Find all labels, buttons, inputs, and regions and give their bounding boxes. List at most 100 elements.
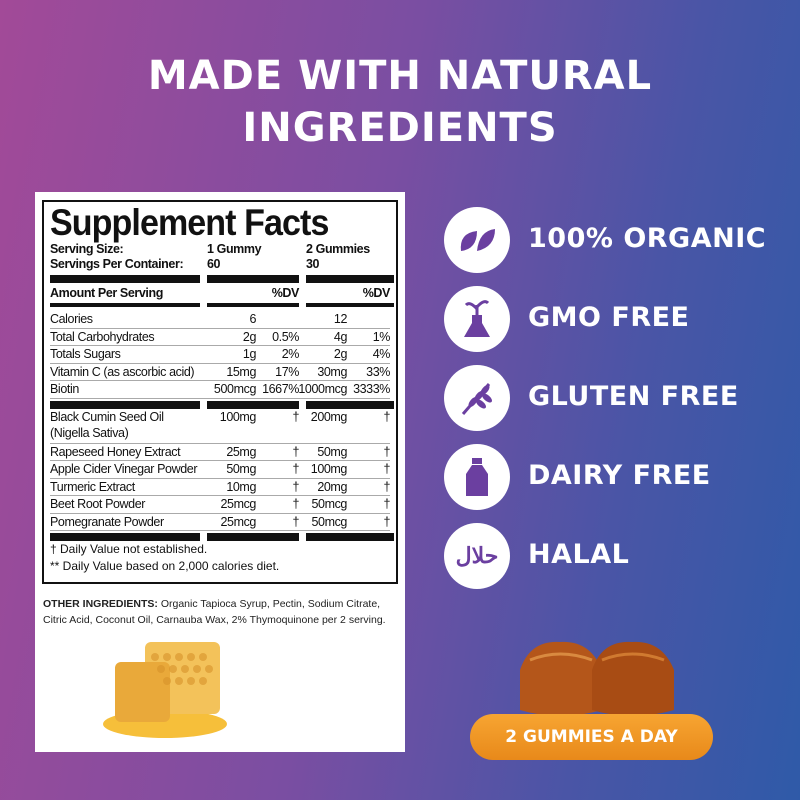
feature-label: DAIRY FREE [528, 460, 711, 491]
amount-1: 2g [242, 329, 257, 344]
ingredient-name: Beet Root Powder [50, 497, 146, 511]
amount-2: 200mg [310, 409, 348, 424]
dv-1: † [292, 409, 299, 424]
leaves-icon [444, 207, 510, 273]
amount-per-serving: Amount Per Serving [50, 286, 163, 300]
amount-2: 50mcg [311, 497, 347, 511]
milk-bottle-icon [444, 444, 510, 510]
nutrient-name: Total Carbohydrates [50, 329, 155, 344]
nutrient-name: Vitamin C (as ascorbic acid) [50, 364, 195, 379]
feature-label: GMO FREE [528, 302, 690, 333]
nutrient-name: Totals Sugars [50, 347, 121, 361]
ingredient-name: Pomegranate Powder [50, 514, 164, 529]
ingredient-subname: (Nigella Sativa) [50, 425, 129, 440]
halal-icon: حلال [444, 523, 510, 589]
nutrient-name: Calories [50, 312, 93, 326]
footnote-daily-value: ** Daily Value based on 2,000 calories d… [50, 559, 280, 573]
dv-2: 4% [372, 347, 391, 361]
wheat-icon [444, 365, 510, 431]
ingredient-name: Turmeric Extract [50, 479, 135, 494]
amount-2: 12 [333, 312, 348, 326]
dv-1: 17% [275, 364, 299, 379]
other-ingredients-label: OTHER INGREDIENTS: [43, 598, 158, 610]
amount-2: 50mg [317, 444, 347, 459]
facts-title: Supplement Facts [50, 202, 329, 243]
gummies-per-day-badge: 2 GUMMIES A DAY [470, 714, 713, 760]
supplement-facts-label: Supplement Facts Serving Size: 1 Gummy 2 G… [42, 200, 398, 584]
feature-label: 100% ORGANIC [528, 223, 767, 254]
dv-header-2: %DV [362, 286, 391, 300]
ingredient-row: Pomegranate Powder 25mcg † 50mcg † [50, 514, 390, 531]
amount-2: 2g [333, 347, 348, 361]
dv-2: † [383, 462, 390, 476]
dv-2: 1% [372, 329, 391, 344]
servings-2: 30 [306, 257, 320, 271]
amount-1: 6 [249, 312, 256, 326]
feature-label: HALAL [528, 539, 630, 570]
amount-1: 500mcg [213, 382, 256, 396]
feature-label: GLUTEN FREE [528, 381, 739, 412]
nutrient-row: Total Carbohydrates 2g 0.5% 4g 1% [50, 329, 391, 346]
amount-1: 25mcg [220, 497, 256, 511]
facts-panel: Supplement Facts Serving Size: 1 Gummy 2 G… [35, 192, 405, 752]
dv-2: † [383, 497, 390, 511]
divider [50, 275, 394, 283]
ingredient-row: Black Cumin Seed Oil (Nigella Sativa) 100m… [50, 409, 390, 444]
dv-2: † [383, 479, 390, 494]
ingredient-name: Black Cumin Seed Oil [50, 409, 164, 424]
amount-1: 25mcg [220, 514, 256, 529]
amount-2: 30mg [317, 364, 347, 379]
gummies-image [520, 641, 674, 716]
dv-2: † [383, 444, 390, 459]
amount-2: 20mg [317, 479, 347, 494]
ingredient-row: Turmeric Extract 10mg † 20mg † [50, 479, 390, 496]
divider [50, 533, 394, 541]
footnote-dagger: † Daily Value not established. [50, 542, 208, 556]
dv-1: † [292, 462, 299, 476]
amount-2: 4g [333, 329, 348, 344]
other-ingredients-text: Organic Tapioca Syrup, Pectin, Sodium Ci… [43, 598, 386, 626]
ingredient-row: Rapeseed Honey Extract 25mg † 50mg † [50, 444, 390, 461]
nutrient-row: Biotin 500mcg 1667% 1000mcg 3333% [50, 381, 390, 399]
amount-2: 50mcg [311, 514, 347, 529]
divider [50, 400, 394, 409]
dv-1: 1667% [262, 382, 299, 396]
dv-1: † [292, 479, 299, 494]
headline-line-2: INGREDIENTS [242, 105, 558, 151]
headline-line-1: MADE WITH NATURAL [147, 53, 653, 99]
ingredient-name: Rapeseed Honey Extract [50, 444, 181, 459]
dv-2: 33% [366, 364, 390, 379]
ingredient-row: Beet Root Powder 25mcg † 50mcg † [50, 496, 390, 514]
dv-2: † [383, 514, 390, 529]
dv-2: † [383, 409, 390, 424]
serving-size-2: 2 Gummies [306, 242, 370, 256]
amount-2: 100mg [310, 462, 348, 476]
amount-1: 1g [242, 347, 257, 361]
headline: MADE WITH NATURAL INGREDIENTS [0, 50, 800, 154]
amount-2: 1000mcg [298, 382, 347, 396]
dv-1: † [292, 444, 299, 459]
dv-1: 0.5% [272, 329, 299, 344]
dv-1: 2% [281, 347, 300, 361]
dv-1: † [292, 497, 299, 511]
amount-1: 10mg [226, 479, 256, 494]
ingredient-name: Apple Cider Vinegar Powder [50, 462, 198, 476]
flask-plant-icon [444, 286, 510, 352]
amount-1: 100mg [219, 409, 257, 424]
dv-header-1: %DV [271, 286, 300, 300]
nutrient-row: Totals Sugars 1g 2% 2g 4% [50, 346, 390, 364]
other-ingredients: OTHER INGREDIENTS: Organic Tapioca Syrup… [43, 596, 403, 628]
nutrient-row: Calories 6 12 [50, 311, 390, 329]
amount-1: 15mg [226, 364, 256, 379]
halal-icon-text: حلال [455, 543, 499, 568]
amount-1: 50mg [226, 462, 256, 476]
dv-1: † [292, 514, 299, 529]
serving-size-1: 1 Gummy [207, 242, 262, 256]
ingredient-row: Apple Cider Vinegar Powder 50mg † 100mg † [50, 461, 390, 479]
servings-1: 60 [207, 257, 221, 271]
serving-size-label: Serving Size: [50, 242, 124, 256]
honeycomb-image [103, 642, 227, 738]
servings-label: Servings Per Container: [50, 257, 184, 271]
nutrient-name: Biotin [50, 382, 79, 396]
dv-2: 3333% [353, 382, 390, 396]
